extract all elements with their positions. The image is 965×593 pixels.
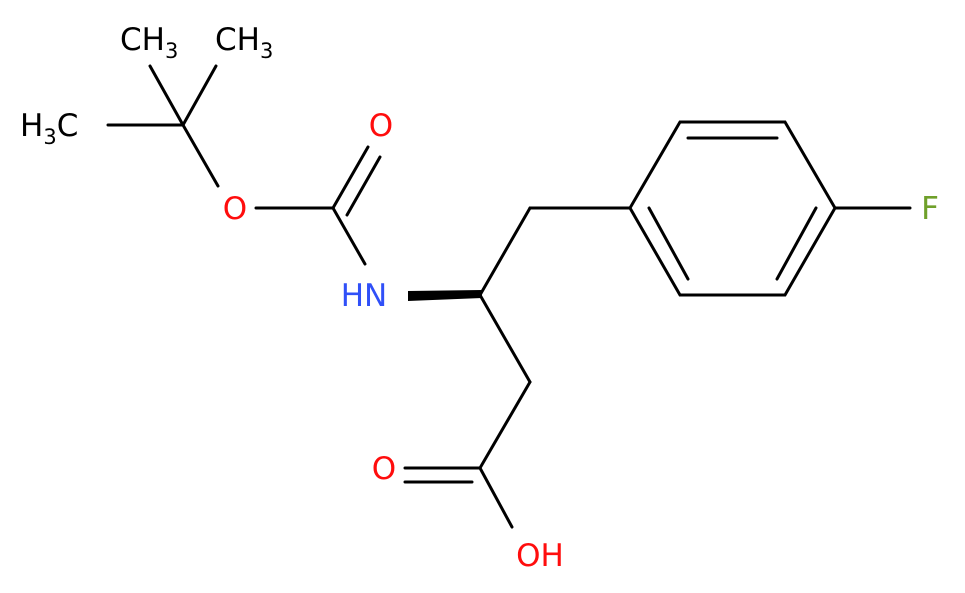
atom-label: O xyxy=(372,451,396,487)
atom-text: O xyxy=(372,451,396,487)
atom-text: O xyxy=(369,108,393,144)
ring xyxy=(628,120,837,297)
bond xyxy=(181,123,220,188)
atom-subscript: 3 xyxy=(165,39,178,63)
atom-label: F xyxy=(921,191,939,227)
atom-text: CH xyxy=(215,22,260,58)
wedge-bond xyxy=(408,290,482,301)
bond xyxy=(775,206,818,281)
bond xyxy=(331,145,370,210)
atom-label: O xyxy=(223,191,247,227)
bond xyxy=(478,466,514,529)
atom-labels: CH3 CH3 H3C O O HN F O OH xyxy=(20,22,939,574)
bonds xyxy=(106,64,912,529)
bond xyxy=(331,206,367,266)
atom-text: F xyxy=(921,191,939,227)
bond xyxy=(148,64,185,127)
atom-label: O xyxy=(369,108,393,144)
atom-label: HN xyxy=(341,278,388,314)
bond xyxy=(478,293,532,384)
bond xyxy=(647,206,690,281)
atom-subscript: 3 xyxy=(260,39,273,63)
atom-label: CH3 xyxy=(120,22,178,63)
atom-label: H3C xyxy=(20,108,78,149)
bond xyxy=(478,206,532,297)
atom-label: CH3 xyxy=(215,22,273,63)
atom-text: OH xyxy=(516,538,564,574)
bond xyxy=(478,380,532,470)
atom-text: C xyxy=(57,108,79,144)
atom-text: O xyxy=(223,191,247,227)
atom-text: H xyxy=(20,108,43,144)
atom-subscript: 3 xyxy=(43,125,56,149)
bond xyxy=(345,155,382,217)
atom-label: OH xyxy=(516,538,564,574)
bond xyxy=(181,64,218,127)
atom-text: CH xyxy=(120,22,165,58)
atom-text: HN xyxy=(341,278,388,314)
